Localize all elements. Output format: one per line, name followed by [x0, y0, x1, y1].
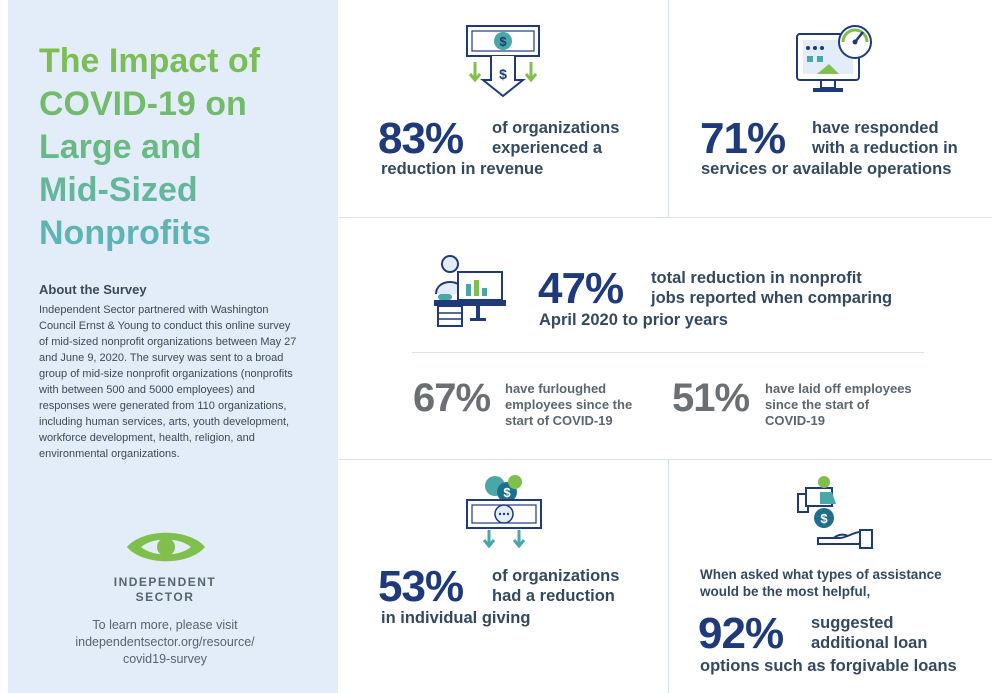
intro-line: When asked what types of assistance — [700, 567, 942, 582]
stat-text: in individual giving — [381, 609, 531, 627]
sidebar — [8, 0, 338, 693]
divider — [668, 0, 669, 217]
stat-text: of organizations had a reduction — [492, 566, 619, 606]
stat-line: jobs reported when comparing — [651, 289, 893, 307]
money-down-icon: $ $ — [466, 25, 540, 98]
stat-value: 53% — [378, 562, 464, 611]
stat-value: 51% — [672, 376, 750, 420]
stat-line: of organizations — [492, 567, 620, 585]
stat-line: have laid off employees — [765, 381, 912, 396]
stat-line: since the start of — [765, 397, 870, 412]
stat-line: COVID-19 — [765, 413, 825, 428]
stat-text: of organizations experienced a — [492, 118, 619, 158]
learn-line: covid19-survey — [122, 652, 208, 666]
independent-sector-logo-icon — [127, 532, 205, 562]
stat-text: have furloughed employees since the star… — [505, 381, 632, 429]
divider — [668, 459, 669, 693]
divider — [338, 459, 992, 460]
title-line: Mid-Sized — [39, 171, 198, 209]
stat-line: have furloughed — [505, 381, 607, 396]
intro-line: would be the most helpful, — [700, 584, 871, 599]
stat-line: have responded — [812, 119, 939, 137]
page-title: The Impact of COVID-19 on Large and Mid-… — [39, 40, 319, 255]
about-text: Independent Sector partnered with Washin… — [39, 304, 297, 460]
svg-text:$: $ — [499, 66, 507, 82]
stat-line: with a reduction in — [812, 139, 958, 157]
stat-text: have responded with a reduction in — [812, 118, 958, 158]
stat-text: have laid off employees since the start … — [765, 381, 912, 429]
stat-line: additional loan — [811, 634, 928, 652]
stat-text: total reduction in nonprofit jobs report… — [651, 268, 892, 308]
title-line: Nonprofits — [39, 214, 211, 252]
stat-value: 67% — [413, 376, 491, 420]
stat-line: employees since the — [505, 397, 633, 412]
learn-line: To learn more, please visit — [92, 618, 238, 632]
stat-line: experienced a — [492, 139, 603, 157]
stat-value: 71% — [700, 114, 786, 163]
stat-line: total reduction in nonprofit — [651, 269, 862, 287]
stat-value: 92% — [698, 609, 784, 658]
worker-desk-icon — [434, 255, 506, 327]
monitor-gauge-icon — [796, 25, 872, 92]
logo-line: SECTOR — [135, 590, 195, 604]
title-line: COVID-19 on — [39, 85, 247, 123]
svg-text:$: $ — [503, 485, 511, 500]
assistance-intro: When asked what types of assistance woul… — [700, 566, 942, 600]
stat-text: reduction in revenue — [381, 160, 544, 178]
stat-line: had a reduction — [492, 587, 615, 605]
stat-text: services or available operations — [701, 160, 952, 178]
stat-text: suggested additional loan — [811, 613, 927, 653]
logo-wordmark: INDEPENDENT SECTOR — [40, 575, 290, 605]
stat-line: of organizations — [492, 119, 620, 137]
learn-more-link[interactable]: To learn more, please visit independents… — [40, 617, 290, 668]
stat-value: 83% — [378, 114, 464, 163]
logo-line: INDEPENDENT — [113, 575, 217, 589]
stat-line: start of COVID-19 — [505, 413, 613, 428]
stat-text: April 2020 to prior years — [539, 311, 728, 329]
hand-money-icon: $ — [797, 476, 873, 549]
giving-down-icon: $ — [466, 475, 542, 549]
title-line: The Impact of — [39, 42, 261, 80]
title-line: Large and — [39, 128, 202, 166]
divider — [412, 352, 924, 353]
divider — [338, 217, 992, 218]
stat-value: 47% — [538, 264, 624, 313]
stat-line: suggested — [811, 614, 894, 632]
svg-text:$: $ — [820, 511, 828, 526]
svg-text:$: $ — [499, 34, 507, 49]
learn-line: independentsector.org/resource/ — [75, 635, 255, 649]
about-heading: About the Survey — [39, 282, 147, 297]
stat-text: options such as forgivable loans — [700, 657, 957, 675]
